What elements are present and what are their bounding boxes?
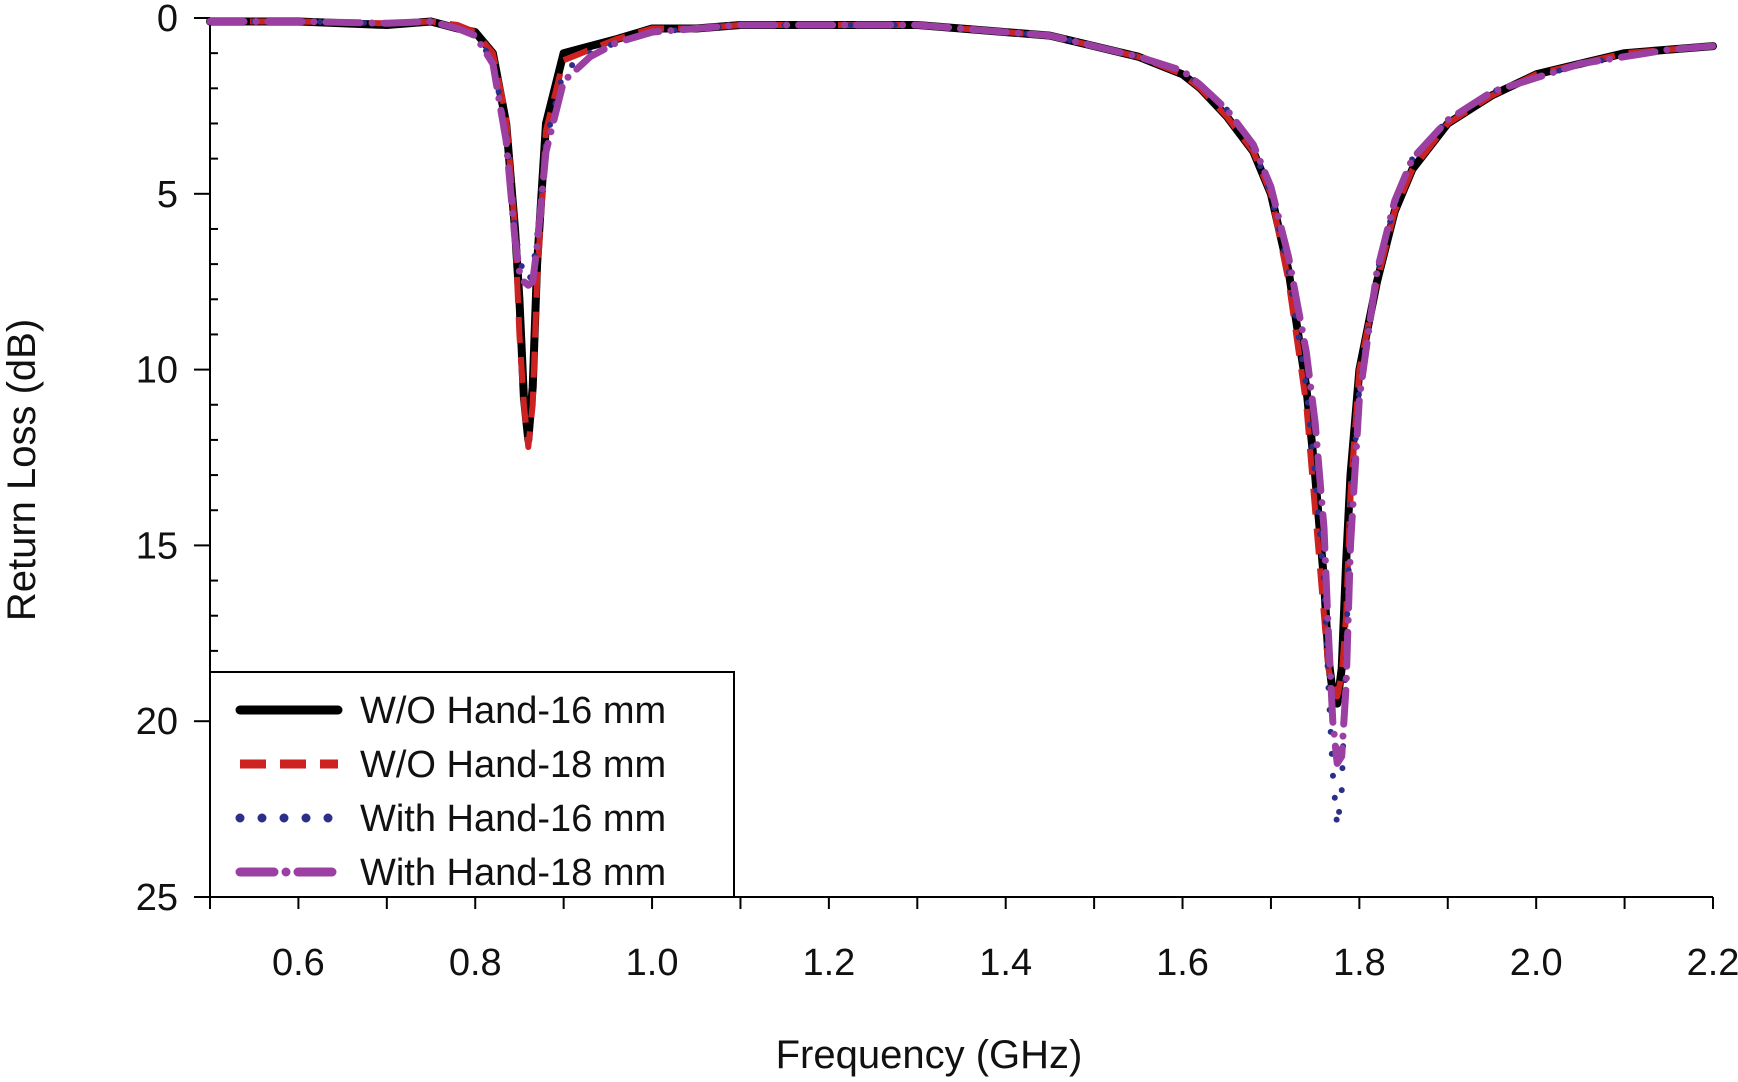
y-tick-label: 10 — [136, 350, 178, 392]
y-tick-label: 20 — [136, 701, 178, 743]
x-tick-label: 1.6 — [1156, 942, 1209, 984]
series-line-1 — [206, 17, 1717, 708]
y-tick-label: 25 — [136, 877, 178, 919]
series-group — [206, 17, 1717, 830]
legend: W/O Hand-16 mm W/O Hand-18 mm With Hand-16… — [209, 671, 735, 898]
y-tick-label: 5 — [157, 174, 178, 216]
x-tick-label: 1.8 — [1333, 942, 1386, 984]
y-axis-title: Return Loss (dB) — [0, 319, 44, 621]
x-tick-label: 1.2 — [802, 942, 855, 984]
x-tick-label: 2.2 — [1687, 942, 1738, 984]
x-tick-label: 1.4 — [979, 942, 1032, 984]
legend-label-3: With Hand-16 mm — [360, 798, 666, 840]
y-tick-label: 15 — [136, 525, 178, 567]
legend-label-2: W/O Hand-18 mm — [360, 744, 666, 786]
y-tick-label: 0 — [157, 0, 178, 40]
ticks: 0.6 0.8 1.0 1.2 1.4 1.6 1.8 2.0 2.2 0 5 10 15 20 25 — [136, 0, 1738, 984]
series-line-2 — [210, 18, 1714, 700]
x-tick-label: 1.0 — [626, 942, 679, 984]
x-tick-label: 2.0 — [1510, 942, 1563, 984]
x-tick-label: 0.8 — [449, 942, 502, 984]
x-axis-title: Frequency (GHz) — [776, 1033, 1083, 1077]
legend-label-1: W/O Hand-16 mm — [360, 690, 666, 732]
x-tick-label: 0.6 — [272, 942, 325, 984]
legend-label-4: With Hand-18 mm — [360, 852, 666, 894]
series-line-4 — [206, 18, 1717, 767]
